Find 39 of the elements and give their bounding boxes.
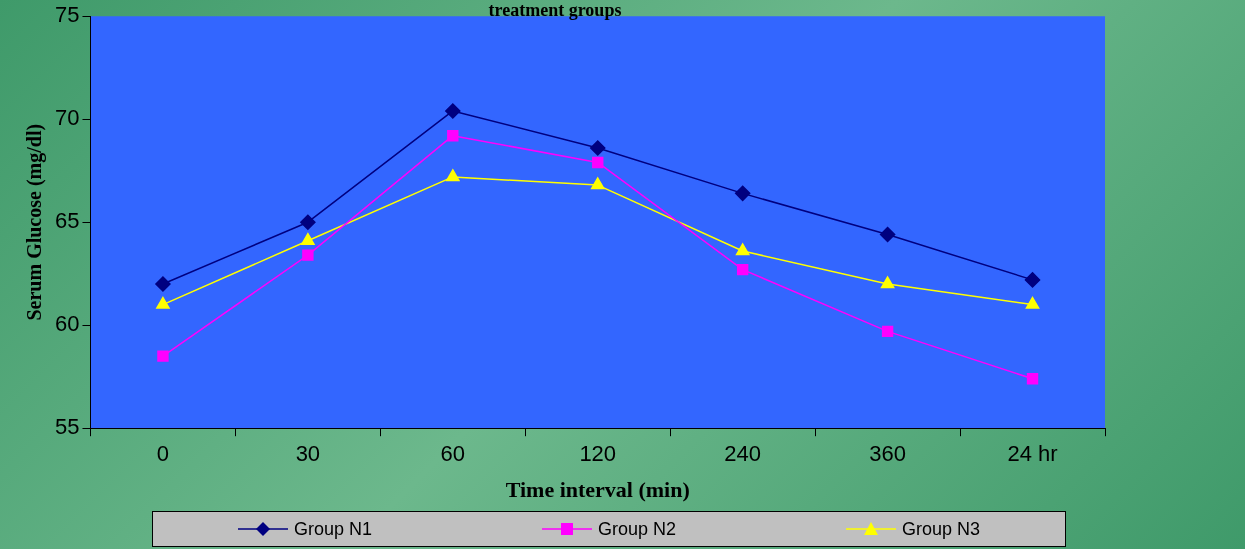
point xyxy=(445,169,460,182)
x-tick-label: 360 xyxy=(869,441,906,467)
x-tick-label: 24 hr xyxy=(1007,441,1058,467)
point xyxy=(155,276,171,292)
point xyxy=(445,103,461,119)
x-tick-label: 120 xyxy=(579,441,617,467)
y-tick-label: 65 xyxy=(54,208,80,234)
point xyxy=(301,232,315,245)
point xyxy=(1026,373,1039,385)
point xyxy=(592,156,604,169)
point xyxy=(734,185,751,202)
point xyxy=(447,129,459,142)
x-tick-label: 240 xyxy=(724,441,762,467)
point xyxy=(157,350,169,362)
point xyxy=(590,177,605,190)
y-axis-title: Serum Glucose (mg/dl) xyxy=(23,123,47,321)
point xyxy=(880,276,895,289)
legend-label: Group N2 xyxy=(597,518,677,540)
point xyxy=(1024,272,1041,288)
point xyxy=(302,249,314,261)
point xyxy=(735,243,750,256)
chart-title: treatment groups xyxy=(488,0,622,20)
point xyxy=(881,325,894,338)
legend-label: Group N1 xyxy=(293,518,373,540)
y-tick-label: 75 xyxy=(54,2,80,28)
x-tick-label: 30 xyxy=(295,441,321,467)
point xyxy=(1025,296,1040,309)
point xyxy=(879,226,896,243)
y-tick-label: 55 xyxy=(54,414,80,440)
x-tick-label: 60 xyxy=(440,441,466,467)
point xyxy=(156,296,170,309)
y-tick-label: 60 xyxy=(54,311,80,337)
point xyxy=(589,140,606,156)
legend-label: Group N3 xyxy=(901,518,981,540)
y-tick-label: 70 xyxy=(54,105,80,131)
x-tick-label: 0 xyxy=(156,441,170,467)
x-axis-title: Time interval (min) xyxy=(505,477,690,503)
point xyxy=(736,263,749,276)
point xyxy=(300,214,316,230)
